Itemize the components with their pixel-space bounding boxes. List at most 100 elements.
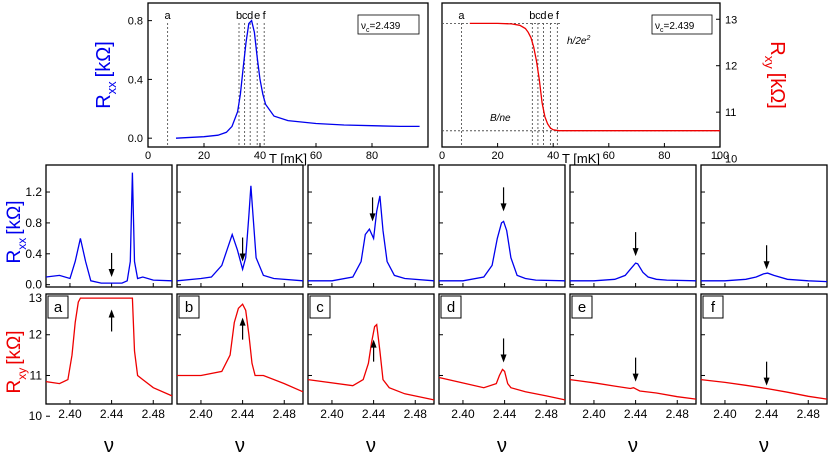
svg-text:Rxx[kΩ]: Rxx[kΩ] [93,41,119,109]
rxy-t-ylabel: Rxy[kΩ] [762,41,788,109]
rxy-t-yticks: 10 11 12 13 [716,14,737,166]
rxy-t-marker-label: d [540,10,546,22]
svg-text:Rxx[kΩ]: Rxx[kΩ] [4,201,29,264]
nu-rxx-curve-d [439,220,566,282]
rxx-t-marker-label: d [247,10,253,22]
nu-xtick-label: 2.40 [713,407,737,421]
nu-xtick-label: 2.48 [273,407,297,421]
nu-panel-label: e [578,299,586,316]
nu-rxy-arrowhead [500,354,507,363]
nu-rxy-ytick-label: 12 [29,328,43,342]
nu-panel-label: c [316,299,324,316]
rxy-t-plot-frame [441,2,721,148]
nu-rxx-curve-c [308,195,435,282]
nu-xtick-label: 2.44 [493,407,517,421]
nu-rxx-arrowhead [108,268,115,277]
nu-rxy-ytick-label: 13 [29,291,43,305]
nu-rxy-curve-c [307,323,435,401]
nu-rxx-ytick-label: 0.4 [25,247,42,261]
rxx-t-curve [175,19,420,139]
rxy-t-ytick-label: 10 [725,154,737,166]
rxx-t-xtick-label: 80 [366,150,378,162]
nu-rxy-frame-e [569,293,697,405]
rxx-t-marker-label: f [263,10,267,22]
nu-rxx-ytick-label: 0.0 [25,278,42,292]
nu-xtick-label: 2.40 [320,407,344,421]
rxx-t-xlabel: T [mK] [269,151,307,166]
rxy-t-marker-label: e [547,10,553,22]
rxx-t-xtick-label: 0 [145,150,151,162]
nu-rxy-ytick-label: 10 [29,409,43,423]
nu-rxy-curve-f [700,378,828,400]
nu-panel-label-box [571,295,593,319]
nu-rxx-frame-f [700,164,828,288]
nu-panel-d: 2.40 2.44 2.48 ν d [438,164,566,457]
nu-xtick-label: 2.40 [451,407,475,421]
nu-xlabel: ν [366,435,376,457]
nu-rxy-arrowhead [763,377,770,386]
rxy-t-marker-label: f [556,10,560,22]
nu-rxx-ytick-label: 0.8 [25,216,42,230]
nu-xtick-label: 2.48 [404,407,428,421]
nu-xlabel: ν [628,435,638,457]
rxx-t-ylabel: Rxx[kΩ] [93,41,119,109]
rxx-t-yticks: 0.0 0.4 0.8 [128,16,152,145]
svg-text:Rxy[kΩ]: Rxy[kΩ] [762,41,788,109]
nu-rxy-arrowhead [370,339,377,348]
nu-xtick-label: 2.48 [535,407,559,421]
svg-text:Rxy[kΩ]: Rxy[kΩ] [4,331,29,394]
nu-rxx-arrowhead [763,261,770,270]
nu-panel-b: 2.40 2.44 2.48 ν b [176,164,304,457]
nu-rxy-frame-d [438,293,566,405]
nu-rxx-curve-a [45,172,173,284]
rxy-t-curve [469,22,720,132]
nu-rxy-frame-b [176,293,304,405]
nu-rxx-arrowhead [632,248,639,257]
nu-panel-label-box [309,295,331,319]
nu-xtick-label: 2.48 [666,407,690,421]
rxx-t-marker-label: e [254,10,260,22]
nu-rxy-ytick-label: 11 [30,368,43,382]
nu-panel-e: 2.40 2.44 2.48 ν e [569,164,697,457]
rxx-t-ytick-label: 0.8 [128,16,143,28]
nu-panel-c: 2.40 2.44 2.48 ν c [307,164,435,457]
nu-rxx-curve-f [701,272,828,283]
rxy-t-marker-label: a [458,10,465,22]
classical-hall-annotation: B/ne [490,113,511,124]
rxx-t-marker-label: c [242,10,248,22]
rxy-t-legend: νc=2.439 [651,14,713,35]
nu-rxx-frame-a [45,164,173,288]
nu-rxy-ylabel: Rxy[kΩ] [4,331,29,394]
nu-xtick-label: 2.40 [582,407,606,421]
nu-xtick-label: 2.44 [624,407,648,421]
nu-rxy-frame-a [45,293,173,405]
rxy-t-ytick-label: 11 [725,107,736,119]
rxy-t-marker-label: c [535,10,541,22]
nu-panel-label: a [54,299,63,316]
nu-rxy-arrowhead [239,317,246,326]
rxy-t-xlabel: T [mK] [562,151,600,166]
nu-rxy-curve-d [438,368,566,401]
nu-panel-label-box [47,295,69,319]
nu-xlabel: ν [104,435,114,457]
nu-rxy-curve-e [569,378,697,400]
nu-rxx-ytick-label: 1.2 [25,185,42,199]
rxy-t-ytick-label: 13 [725,14,737,26]
nu-xtick-label: 2.48 [797,407,821,421]
nu-rxx-frame-b [176,164,304,288]
svg-text:νc=2.439: νc=2.439 [655,21,695,34]
nu-panel-label: d [447,299,455,316]
nu-panel-label-box [702,295,724,319]
nu-rxy-frame-c [307,293,435,405]
nu-panel-label: f [711,299,716,316]
nu-panel-label-box [178,295,200,319]
nu-rxx-arrowhead [500,203,507,212]
nu-xtick-label: 2.40 [189,407,213,421]
nu-xtick-label: 2.48 [142,407,166,421]
rxx-t-xtick-label: 40 [254,150,266,162]
rxx-t-xticks: 0 20 40 60 80 [145,143,378,162]
